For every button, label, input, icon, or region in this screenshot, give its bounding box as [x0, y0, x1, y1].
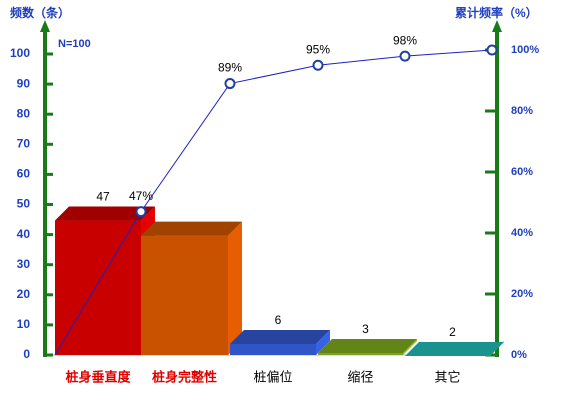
cumulative-label: 89% — [218, 61, 242, 75]
cumulative-label: 47% — [129, 189, 153, 203]
y-axis-title: 频数（条） — [10, 5, 70, 20]
y-tick-label: 10 — [17, 317, 31, 331]
x-tick-label: 其它 — [434, 369, 460, 384]
value-label: 47 — [96, 190, 110, 204]
y-tick-label: 20 — [17, 287, 31, 301]
cumulative-line — [54, 49, 493, 356]
y-tick-label: 80 — [17, 106, 31, 120]
value-label: 6 — [275, 313, 282, 327]
cumulative-point — [135, 206, 147, 218]
cumulative-point — [312, 59, 324, 71]
bar-top — [405, 341, 504, 356]
x-tick-label: 桩身垂直度 — [65, 369, 131, 384]
bar — [55, 220, 141, 355]
bar — [318, 352, 403, 355]
y2-tick-label: 60% — [511, 166, 533, 178]
cumulative-label: 95% — [306, 42, 330, 56]
x-tick-label: 桩偏位 — [253, 369, 292, 384]
y-tick-label: 100 — [10, 46, 30, 60]
y2-tick-label: 20% — [511, 288, 533, 300]
y2-tick-label: 100% — [511, 44, 539, 56]
bar-top — [230, 329, 330, 344]
bar-side — [316, 329, 330, 355]
y2-tick-label: 0% — [511, 349, 527, 361]
value-label: 2 — [449, 325, 456, 339]
y-tick-label: 90 — [17, 76, 31, 90]
bar — [230, 343, 316, 355]
y-tick-label: 50 — [17, 197, 31, 211]
y2-tick-label: 40% — [511, 227, 533, 239]
y-tick-label: 70 — [17, 136, 31, 150]
y-axis-arrow — [40, 20, 50, 32]
bar-top — [55, 206, 155, 221]
bar-top — [141, 221, 242, 236]
y-tick-label: 0 — [23, 347, 30, 361]
y-tick-label: 40 — [17, 227, 31, 241]
y2-axis-title: 累计频率（%） — [455, 5, 538, 20]
bar — [141, 235, 228, 355]
y-tick-label: 60 — [17, 167, 31, 181]
cumulative-point — [224, 78, 236, 90]
y2-axis-arrow — [492, 20, 502, 32]
y2-tick-label: 80% — [511, 105, 533, 117]
annotation: N=100 — [58, 38, 91, 50]
bar-side — [228, 221, 242, 355]
cumulative-label: 98% — [393, 33, 417, 47]
y-tick-label: 30 — [17, 257, 31, 271]
x-tick-label: 缩径 — [347, 369, 373, 384]
bar-top — [318, 338, 417, 353]
x-tick-label: 桩身完整性 — [152, 369, 217, 384]
cumulative-point — [486, 44, 498, 56]
bar-side — [403, 338, 417, 355]
cumulative-point — [399, 50, 411, 62]
value-label: 3 — [362, 322, 369, 336]
